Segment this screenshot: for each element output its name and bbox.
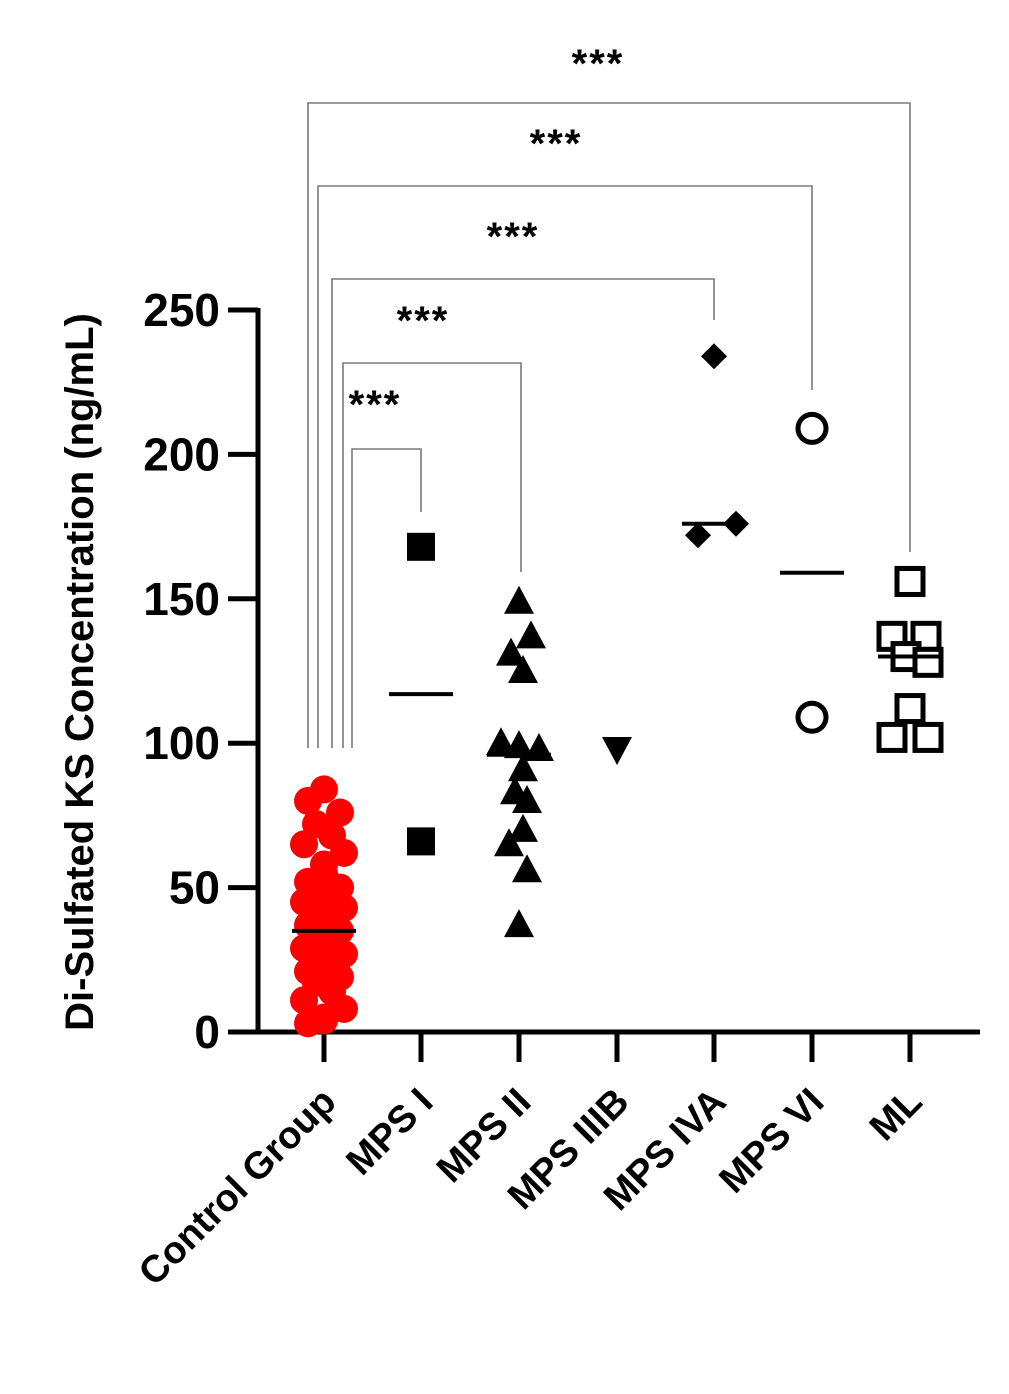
significance-label: *** <box>397 299 450 343</box>
y-axis-label: Di-Sulfated KS Concentration (ng/mL) <box>58 313 102 1031</box>
data-point <box>512 854 542 883</box>
data-point <box>294 1009 322 1038</box>
data-points <box>290 343 944 1038</box>
data-point <box>326 798 354 827</box>
data-point <box>602 736 632 765</box>
significance-label: *** <box>487 215 540 259</box>
data-point <box>795 411 829 445</box>
data-point <box>512 784 542 813</box>
data-point <box>508 753 538 782</box>
data-point <box>685 522 711 549</box>
data-point <box>486 727 516 756</box>
data-point <box>407 827 435 856</box>
y-tick-label: 100 <box>143 717 220 769</box>
x-tick-label: MPS VI <box>712 1081 833 1202</box>
y-tick-label: 0 <box>194 1006 220 1058</box>
data-point <box>876 721 908 753</box>
data-point <box>912 721 944 753</box>
data-point <box>290 986 318 1015</box>
data-point <box>494 828 524 857</box>
data-point <box>407 532 435 561</box>
significance-label: *** <box>572 42 625 86</box>
significance-bracket <box>331 278 715 748</box>
y-tick-label: 50 <box>169 862 220 914</box>
x-tick-label: ML <box>862 1081 931 1150</box>
significance-label: *** <box>530 122 583 166</box>
significance-bracket <box>351 448 422 748</box>
data-point <box>894 693 926 725</box>
data-point <box>290 830 318 859</box>
y-axis: 0 50 100 150 200 250 <box>143 284 261 1058</box>
significance-bracket <box>342 362 522 748</box>
y-tick-label: 200 <box>143 428 220 480</box>
significance-label: *** <box>349 383 402 427</box>
data-point <box>894 565 926 597</box>
x-tick-label: MPS I <box>339 1081 442 1184</box>
significance-bracket <box>317 185 813 748</box>
data-point <box>516 620 546 649</box>
significance-bracket <box>307 102 911 748</box>
data-point <box>508 655 538 683</box>
data-point <box>912 646 944 678</box>
data-point <box>524 732 554 761</box>
data-point <box>294 786 322 815</box>
x-tick-label: Control Group <box>131 1081 344 1294</box>
data-point <box>701 343 727 370</box>
data-point <box>504 909 534 938</box>
data-point <box>504 730 534 759</box>
y-tick-label: 150 <box>143 573 220 625</box>
mean-lines <box>292 521 942 933</box>
data-point <box>795 700 829 734</box>
significance-brackets: *** *** *** *** *** <box>307 42 911 748</box>
data-point <box>504 585 534 614</box>
y-tick-label: 250 <box>143 284 220 336</box>
data-point <box>508 813 538 842</box>
data-point <box>496 637 526 666</box>
